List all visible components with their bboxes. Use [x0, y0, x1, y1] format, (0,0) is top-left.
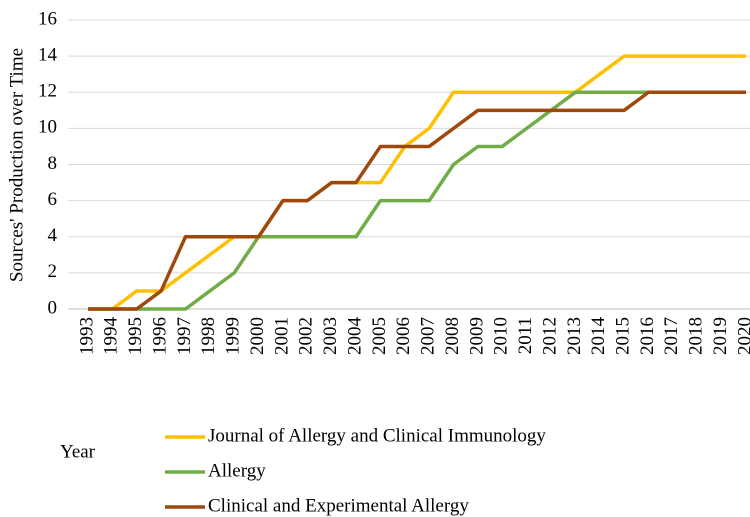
x-tick-label: 2012 — [539, 317, 560, 355]
x-tick-label: 2009 — [466, 317, 487, 355]
x-tick-label: 2016 — [637, 317, 658, 355]
x-tick-label: 2000 — [247, 317, 268, 355]
y-tick-label: 8 — [48, 153, 58, 174]
y-tick-label: 10 — [38, 117, 57, 138]
x-tick-label: 2006 — [393, 317, 414, 355]
y-tick-label: 14 — [38, 44, 58, 65]
x-tick-label: 1993 — [76, 317, 97, 355]
line-series — [88, 90, 746, 311]
x-tick-label: 1995 — [125, 317, 146, 355]
x-tick-label: 2008 — [442, 317, 463, 355]
line-series — [88, 54, 746, 311]
x-tick-label: 2017 — [661, 317, 682, 355]
x-tick-label: 2019 — [710, 317, 731, 355]
y-axis-title: Sources' Production over Time — [6, 48, 27, 282]
x-tick-label: 2001 — [271, 317, 292, 355]
y-tick-label: 6 — [48, 189, 58, 210]
x-tick-label: 2010 — [491, 317, 512, 355]
y-tick-label: 4 — [48, 225, 58, 246]
x-tick-label: 2007 — [418, 317, 439, 355]
x-axis-title: Year — [60, 441, 96, 462]
x-tick-label: 2005 — [369, 317, 390, 355]
x-tick-label: 2020 — [734, 317, 750, 355]
legend-label: Clinical and Experimental Allergy — [208, 495, 469, 516]
x-tick-label: 2015 — [613, 317, 634, 355]
x-tick-label: 2013 — [564, 317, 585, 355]
x-tick-label: 2018 — [686, 317, 707, 355]
line-series — [88, 90, 746, 311]
x-tick-label: 2011 — [515, 317, 536, 354]
x-tick-label: 1997 — [174, 317, 195, 355]
legend-label: Journal of Allergy and Clinical Immunolo… — [208, 425, 546, 446]
x-tick-label: 2002 — [296, 317, 317, 355]
legend-label: Allergy — [208, 460, 266, 481]
x-tick-label: 1994 — [101, 317, 122, 356]
y-tick-label: 16 — [38, 8, 57, 29]
y-tick-label: 0 — [48, 297, 58, 318]
x-tick-label: 2014 — [588, 317, 609, 356]
x-tick-label: 2004 — [344, 317, 365, 356]
y-tick-label: 2 — [48, 261, 58, 282]
x-tick-label: 1998 — [198, 317, 219, 355]
y-tick-label: 12 — [38, 81, 57, 102]
x-tick-label: 1996 — [149, 317, 170, 355]
x-tick-label: 1999 — [223, 317, 244, 355]
x-tick-label: 2003 — [320, 317, 341, 355]
